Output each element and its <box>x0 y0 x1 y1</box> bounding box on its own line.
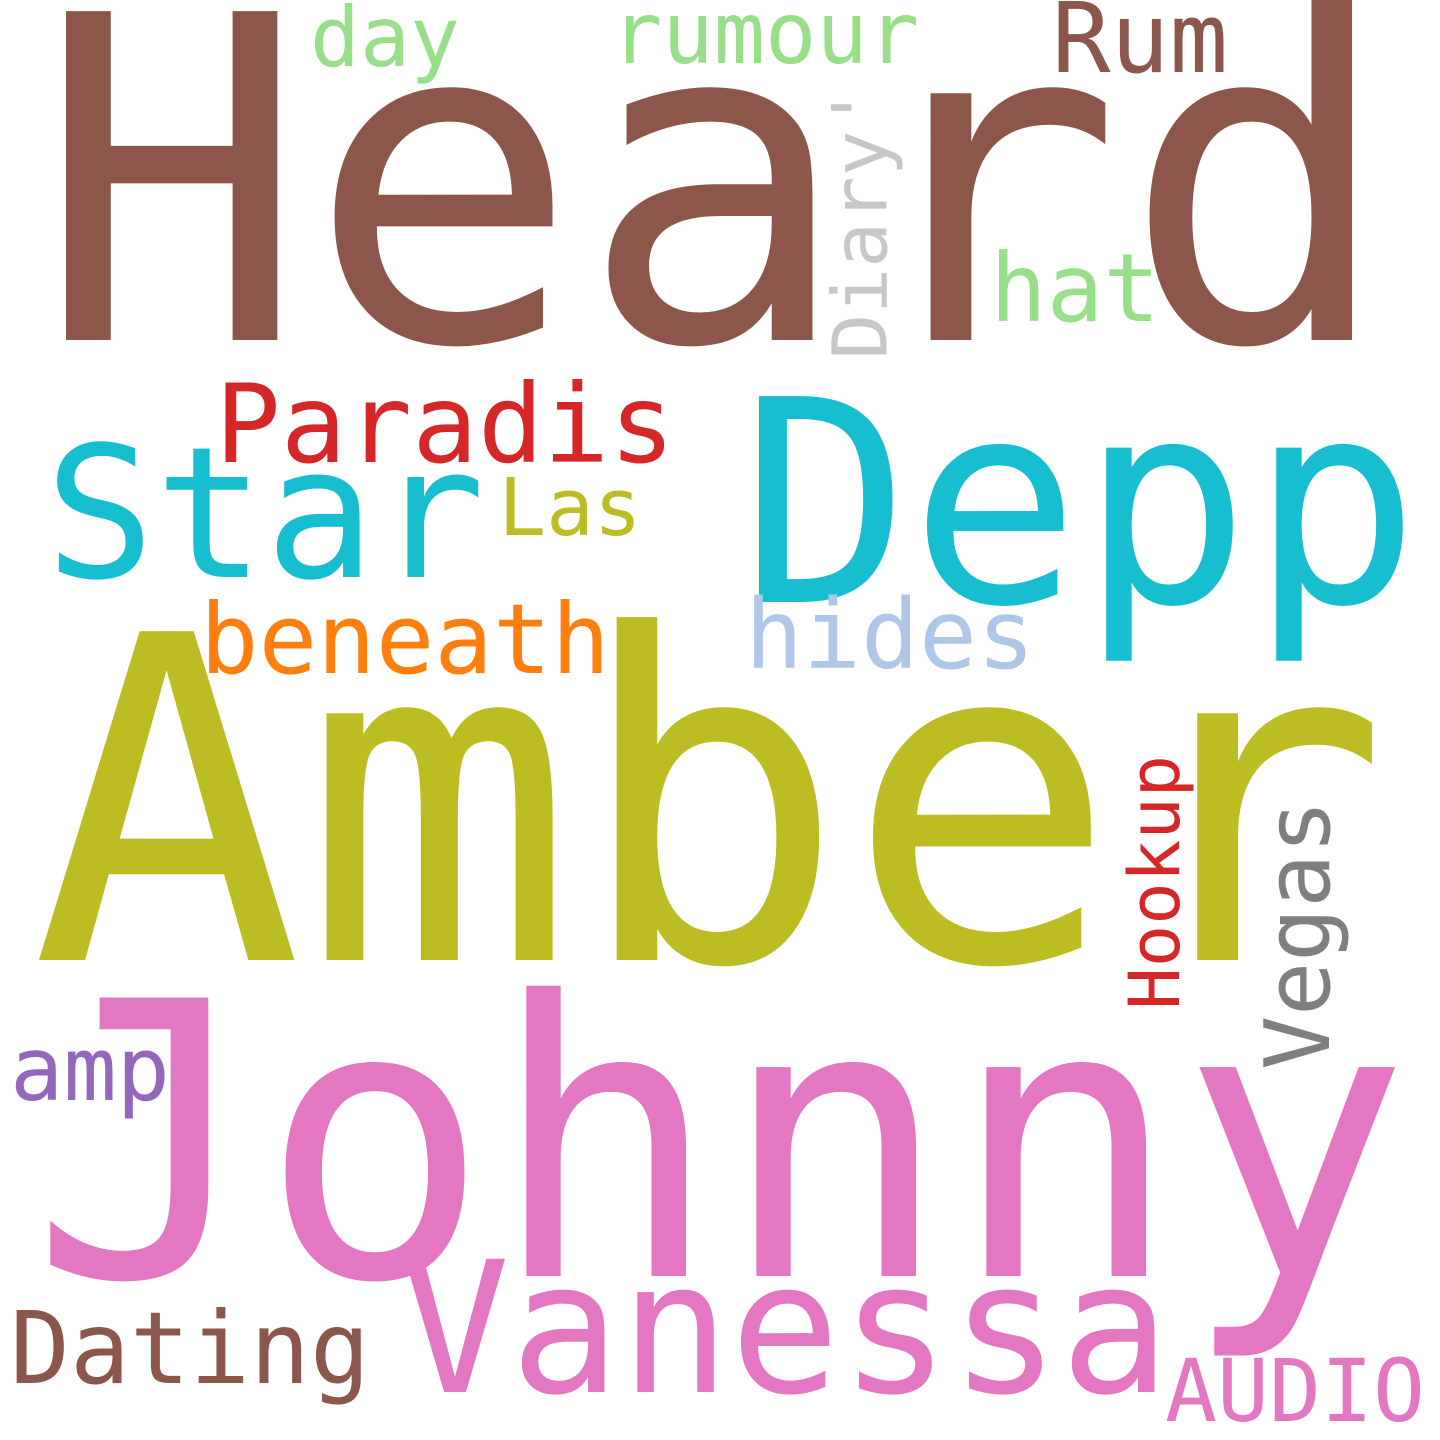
word-hides: hides <box>745 578 1035 691</box>
word-vanessa: Vanessa <box>400 1222 1170 1436</box>
word-paradis: Paradis <box>215 361 675 489</box>
word-heard: Heard <box>35 0 1395 448</box>
word-hat: hat <box>990 234 1160 344</box>
word-star: Star <box>44 407 486 621</box>
word-vegas: Vegas <box>1247 800 1352 1070</box>
word-amber: Amber <box>30 542 1390 1068</box>
word-amp: amp <box>10 1017 170 1121</box>
word-dating: Dating <box>10 1291 370 1408</box>
word-las: Las <box>498 460 642 554</box>
word-day: day <box>310 0 460 86</box>
word-hookup: Hookup <box>1112 755 1196 1010</box>
word-johnny: Johnny <box>30 921 1410 1367</box>
word-depp: Depp <box>740 339 1420 669</box>
word-rum: Rum <box>1051 0 1229 97</box>
word-audio: AUDIO <box>1165 1342 1425 1440</box>
word-diary: Diary' <box>814 85 904 360</box>
word-rumour: rumour <box>610 0 920 85</box>
word-beneath: beneath <box>200 583 610 697</box>
